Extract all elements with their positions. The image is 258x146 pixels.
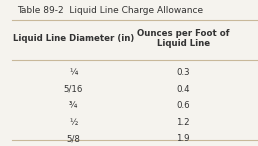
Text: 0.6: 0.6 — [176, 101, 190, 110]
Text: ¾: ¾ — [69, 101, 77, 110]
Text: 0.3: 0.3 — [176, 68, 190, 78]
Text: Table 89-2  Liquid Line Charge Allowance: Table 89-2 Liquid Line Charge Allowance — [17, 6, 203, 15]
Text: Ounces per Foot of
Liquid Line: Ounces per Foot of Liquid Line — [137, 29, 229, 48]
Text: 1.2: 1.2 — [176, 118, 190, 127]
Text: 0.4: 0.4 — [176, 85, 190, 94]
Text: Liquid Line Diameter (in): Liquid Line Diameter (in) — [13, 34, 134, 43]
Text: 5/16: 5/16 — [63, 85, 83, 94]
Text: 5/8: 5/8 — [66, 134, 80, 143]
Text: ½: ½ — [69, 118, 77, 127]
Text: 1.9: 1.9 — [176, 134, 190, 143]
Text: ¼: ¼ — [69, 68, 77, 78]
